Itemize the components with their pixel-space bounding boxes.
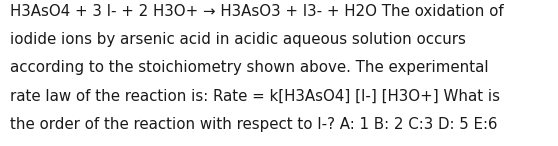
Text: rate law of the reaction is: Rate = k[H3AsO4] [I-] [H3O+] What is: rate law of the reaction is: Rate = k[H3… [10,88,500,104]
Text: the order of the reaction with respect to I-? A: 1 B: 2 C:3 D: 5 E:6: the order of the reaction with respect t… [10,117,498,132]
Text: according to the stoichiometry shown above. The experimental: according to the stoichiometry shown abo… [10,60,489,75]
Text: iodide ions by arsenic acid in acidic aqueous solution occurs: iodide ions by arsenic acid in acidic aq… [10,32,466,47]
Text: H3AsO4 + 3 I- + 2 H3O+ → H3AsO3 + I3- + H2O The oxidation of: H3AsO4 + 3 I- + 2 H3O+ → H3AsO3 + I3- + … [10,4,504,19]
